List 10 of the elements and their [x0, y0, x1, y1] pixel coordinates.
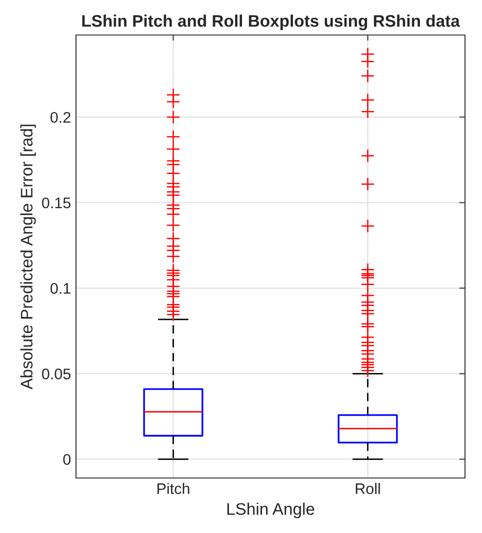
y-tick-label: 0.05: [42, 368, 70, 380]
y-tick-label: 0.1: [50, 283, 70, 294]
x-tick-label: Roll: [356, 482, 380, 494]
x-tick-label: Pitch: [158, 482, 190, 494]
chart-title: LShin Pitch and Roll Boxplots using RShin data: [82, 14, 460, 30]
y-axis-title: Absolute Predicted Angle Error [rad]: [20, 124, 36, 390]
x-axis-title: LShin Angle: [227, 502, 314, 518]
y-tick-label: 0.2: [50, 112, 70, 123]
y-tick-label: 0.15: [42, 197, 70, 208]
y-tick-label: 0: [63, 454, 71, 465]
